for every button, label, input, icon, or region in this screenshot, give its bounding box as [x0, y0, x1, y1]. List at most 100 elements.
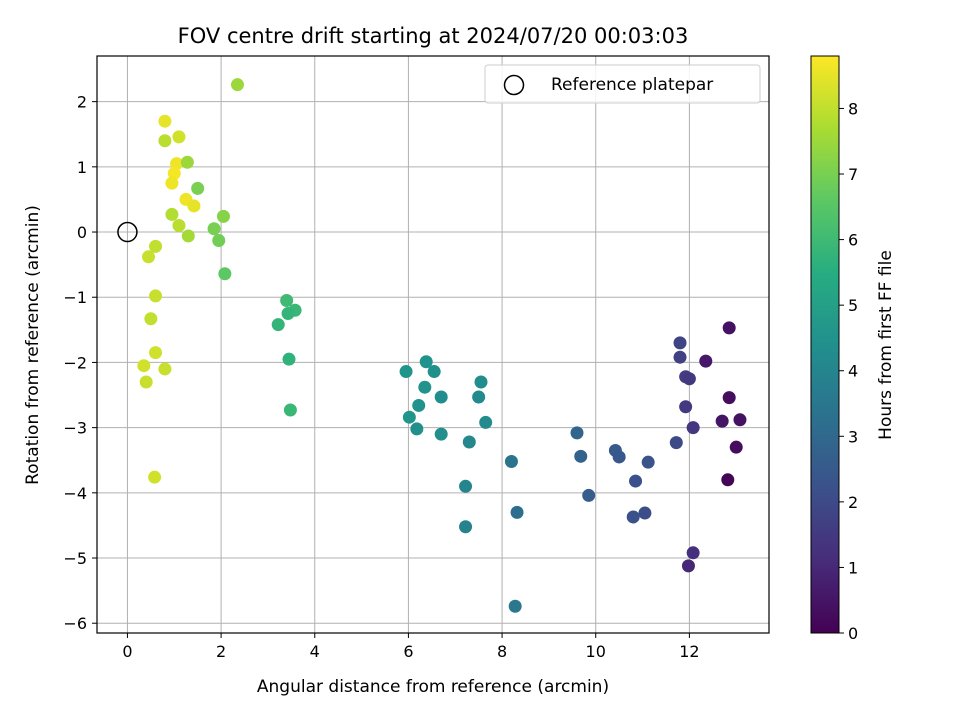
x-tick-label: 6 [403, 642, 413, 661]
x-tick-label: 8 [497, 642, 507, 661]
data-point [283, 403, 297, 417]
data-point [721, 473, 735, 487]
data-point [681, 559, 695, 573]
colorbar-ticks: 0 1 2 3 4 5 6 7 8 [839, 99, 858, 643]
y-axis: −6 −5 −4 −3 −2 −1 0 1 2 [63, 93, 97, 633]
y-tick-label: −4 [63, 484, 87, 503]
x-tick-label: 0 [122, 642, 132, 661]
data-point [418, 380, 432, 394]
data-point [699, 354, 713, 368]
data-point [281, 307, 295, 321]
colorbar-tick-label: 3 [848, 427, 858, 446]
data-point [570, 426, 584, 440]
data-point [722, 321, 736, 335]
y-tick-label: −3 [63, 419, 87, 438]
data-point [212, 234, 226, 248]
data-point [412, 398, 426, 412]
data-point [626, 510, 640, 524]
legend: Reference platepar [484, 64, 761, 104]
x-tick-label: 4 [310, 642, 320, 661]
data-point [137, 359, 151, 373]
data-point [187, 199, 201, 213]
data-point [427, 365, 441, 379]
data-point [504, 455, 518, 469]
data-point [139, 375, 153, 389]
data-point [434, 390, 448, 404]
data-point [410, 422, 424, 436]
data-point [167, 166, 181, 180]
x-tick-label: 10 [586, 642, 606, 661]
data-point [472, 390, 486, 404]
data-point [459, 479, 473, 493]
data-point [638, 506, 652, 520]
data-point [142, 250, 156, 264]
data-point [733, 413, 747, 427]
data-point [673, 350, 687, 364]
data-point [218, 267, 232, 281]
y-tick-label: −2 [63, 353, 87, 372]
data-point [434, 427, 448, 441]
data-point [149, 346, 163, 360]
data-point [158, 134, 172, 148]
colorbar-tick-label: 1 [848, 558, 858, 577]
data-point [158, 362, 172, 376]
data-point [629, 474, 643, 488]
data-point [170, 157, 184, 171]
data-point [510, 505, 524, 519]
colorbar-tick-label: 8 [848, 99, 858, 118]
y-tick-label: 1 [77, 158, 87, 177]
data-point [479, 415, 493, 429]
data-point [474, 375, 488, 389]
data-point [641, 455, 655, 469]
data-point [181, 229, 195, 243]
colorbar-tick-label: 7 [848, 165, 858, 184]
legend-box [484, 64, 761, 104]
data-point [508, 599, 522, 613]
data-point [158, 114, 172, 128]
colorbar-gradient [810, 55, 840, 634]
data-point [459, 520, 473, 534]
x-axis: 0 2 4 6 8 10 12 [122, 633, 700, 661]
data-point [191, 181, 205, 195]
data-point [180, 155, 194, 169]
data-point [582, 488, 596, 502]
data-point [172, 130, 186, 144]
data-point [682, 372, 696, 386]
chart-title: FOV centre drift starting at 2024/07/20 … [178, 24, 689, 48]
colorbar-title: Hours from first FF file [876, 250, 896, 440]
data-point [729, 440, 743, 454]
data-point [402, 410, 416, 424]
x-axis-title: Angular distance from reference (arcmin) [257, 677, 609, 697]
data-point [673, 336, 687, 350]
data-point [399, 365, 413, 379]
data-point [144, 312, 158, 326]
data-point [669, 436, 683, 450]
data-point [207, 222, 221, 236]
data-point [230, 78, 244, 92]
data-point [419, 355, 433, 369]
data-point [612, 450, 626, 464]
data-point [271, 318, 285, 332]
data-point [148, 470, 162, 484]
data-point [715, 414, 729, 428]
x-tick-label: 2 [216, 642, 226, 661]
legend-entry-reference-platepar: Reference platepar [551, 75, 713, 95]
y-axis-title: Rotation from reference (arcmin) [23, 205, 43, 485]
data-point [165, 207, 179, 221]
data-point [686, 546, 700, 560]
data-point [679, 400, 693, 414]
colorbar-tick-label: 0 [848, 624, 858, 643]
colorbar-tick-label: 4 [848, 362, 858, 381]
colorbar-tick-label: 5 [848, 296, 858, 315]
colorbar: 0 1 2 3 4 5 6 7 8 Hours from first FF file [810, 55, 896, 643]
data-point [149, 289, 163, 303]
y-tick-label: 2 [77, 93, 87, 112]
data-point [216, 209, 230, 223]
data-point [149, 239, 163, 253]
colorbar-tick-label: 2 [848, 493, 858, 512]
colorbar-tick-label: 6 [848, 231, 858, 250]
plot-frame [96, 55, 770, 634]
data-points [117, 78, 747, 613]
legend-marker-hollow-circle [503, 74, 525, 96]
